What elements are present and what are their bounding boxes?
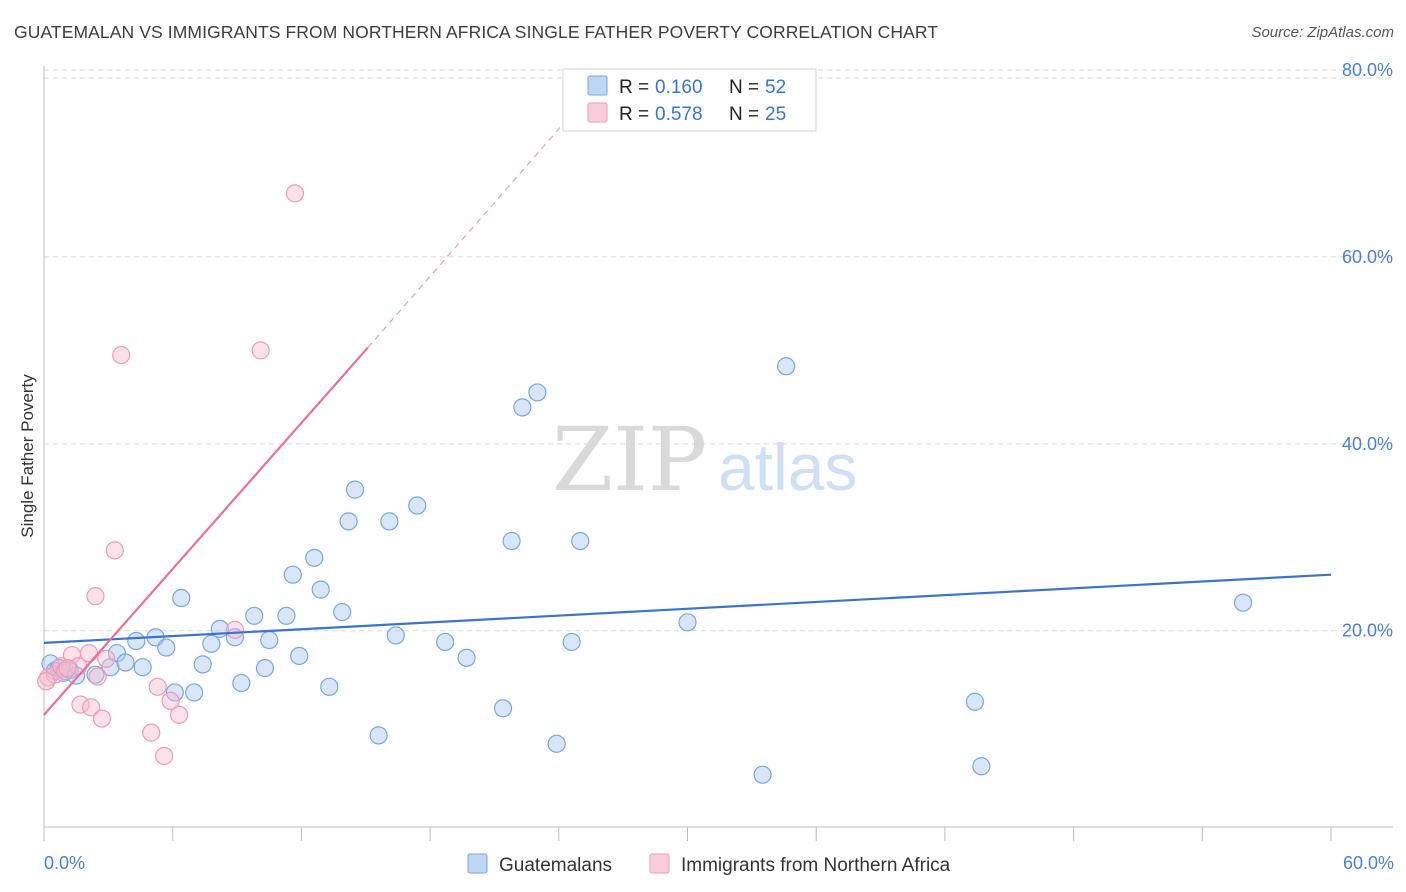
guatemalans-point-36 — [386, 626, 405, 645]
northern-africa-point-16 — [148, 677, 167, 696]
guatemalans-point-23 — [255, 659, 275, 678]
x-tick-label-max: 60.0% — [1343, 853, 1394, 873]
northern-africa-point-17 — [155, 746, 174, 766]
y-tick-label-1: 40.0% — [1342, 434, 1393, 454]
bottom-legend-label-guatemalans: Guatemalans — [499, 855, 612, 876]
guatemalans-point-26 — [283, 565, 302, 584]
guatemalans-point-11 — [133, 658, 152, 677]
northern-africa-point-10 — [86, 587, 105, 606]
northern-africa-point-13 — [105, 541, 124, 560]
legend-n-label-1: N = — [729, 77, 759, 98]
y-tick-label-3: 80.0% — [1342, 60, 1393, 80]
watermark-atlas: atlas — [718, 430, 857, 504]
guatemalans-point-52 — [1233, 593, 1253, 612]
axes — [43, 66, 1393, 841]
guatemalans-point-32 — [339, 512, 358, 531]
guatemalans-point-48 — [753, 765, 772, 784]
guatemalans-point-18 — [202, 634, 221, 653]
guatemalans-point-9 — [116, 653, 135, 672]
watermark: ZIP atlas — [552, 408, 857, 511]
northern-africa-point-11 — [92, 709, 112, 728]
bottom-legend-swatch-guatemalans — [467, 853, 488, 874]
gridlines — [44, 69, 1393, 632]
guatemalans-point-38 — [436, 632, 455, 652]
guatemalans-point-30 — [320, 677, 339, 696]
northern-africa-point-6 — [71, 695, 90, 714]
guatemalans-point-24 — [260, 630, 279, 650]
bottom-legend: Guatemalans Immigrants from Northern Afr… — [467, 853, 951, 876]
northern-africa-point-21 — [251, 341, 270, 360]
legend-swatch-guatemalans — [587, 75, 608, 96]
guatemalans-point-29 — [311, 580, 330, 599]
guatemalans-point-51 — [972, 757, 991, 776]
guatemalans-point-43 — [528, 383, 547, 402]
northern-africa-point-18 — [161, 691, 180, 710]
guatemalans-point-46 — [571, 531, 590, 551]
guatemalans-point-16 — [185, 683, 204, 702]
northern-africa-trend-line — [43, 346, 369, 716]
guatemalans-point-41 — [502, 531, 521, 551]
guatemalans-point-34 — [369, 726, 388, 745]
northern-africa-point-14 — [112, 345, 131, 365]
bottom-legend-label-northern-africa: Immigrants from Northern Africa — [681, 855, 951, 876]
guatemalans-point-42 — [513, 398, 532, 417]
guatemalans-point-50 — [965, 692, 985, 711]
guatemalans-point-25 — [277, 606, 296, 625]
legend-swatch-northern-africa — [587, 102, 608, 123]
legend-r-label-2: R = — [619, 104, 649, 125]
guatemalans-point-27 — [290, 646, 309, 666]
guatemalans-point-40 — [493, 699, 513, 718]
guatemalans-point-13 — [157, 638, 176, 657]
northern-africa-points — [37, 184, 305, 766]
trend-lines — [43, 116, 1332, 716]
x-tick-label-min: 0.0% — [44, 853, 85, 873]
northern-africa-point-24 — [58, 659, 77, 678]
guatemalans-point-14 — [165, 683, 184, 702]
northern-africa-point-12 — [97, 649, 116, 668]
y-tick-label-2: 60.0% — [1342, 247, 1393, 267]
legend-r-label-1: R = — [619, 77, 649, 98]
guatemalans-point-10 — [127, 631, 146, 651]
chart-title: GUATEMALAN VS IMMIGRANTS FROM NORTHERN A… — [14, 22, 939, 42]
guatemalans-trend-line — [43, 573, 1332, 644]
northern-africa-point-15 — [142, 723, 161, 742]
guatemalans-point-49 — [777, 357, 796, 376]
guatemalans-point-33 — [345, 480, 365, 499]
watermark-zip: ZIP — [552, 408, 707, 511]
northern-africa-point-9 — [88, 667, 107, 686]
guatemalans-point-28 — [305, 548, 324, 567]
guatemalans-point-44 — [547, 734, 566, 753]
northern-africa-point-23 — [37, 672, 56, 691]
northern-africa-point-8 — [82, 698, 101, 717]
legend-box: R = 0.160 N = 52 R = 0.578 N = 25 — [562, 68, 817, 132]
guatemalans-point-47 — [678, 613, 697, 632]
legend-n-label-2: N = — [729, 104, 759, 125]
northern-africa-point-20 — [225, 620, 245, 639]
guatemalans-point-39 — [457, 648, 476, 667]
y-tick-labels: 20.0% 40.0% 60.0% 80.0% — [1342, 60, 1393, 641]
y-tick-label-0: 20.0% — [1342, 621, 1393, 641]
guatemalans-point-15 — [172, 588, 191, 608]
northern-africa-point-7 — [79, 644, 99, 663]
guatemalans-point-35 — [380, 512, 399, 531]
guatemalans-point-17 — [193, 655, 212, 674]
legend-n-value-2: 25 — [765, 104, 786, 125]
legend-r-value-2: 0.578 — [655, 104, 703, 125]
guatemalans-point-21 — [232, 673, 251, 693]
guatemalans-point-22 — [245, 606, 264, 625]
legend-n-value-1: 52 — [765, 77, 786, 98]
bottom-legend-swatch-northern-africa — [649, 853, 670, 874]
guatemalans-point-45 — [562, 632, 581, 652]
legend-r-value-1: 0.160 — [655, 77, 703, 98]
northern-africa-point-22 — [285, 184, 305, 203]
guatemalans-point-37 — [408, 496, 427, 515]
northern-africa-trend-extension — [367, 116, 570, 348]
chart-source: Source: ZipAtlas.com — [1251, 24, 1394, 41]
y-axis-label: Single Father Poverty — [18, 374, 37, 538]
guatemalans-point-31 — [333, 602, 352, 622]
northern-africa-point-19 — [170, 705, 189, 724]
